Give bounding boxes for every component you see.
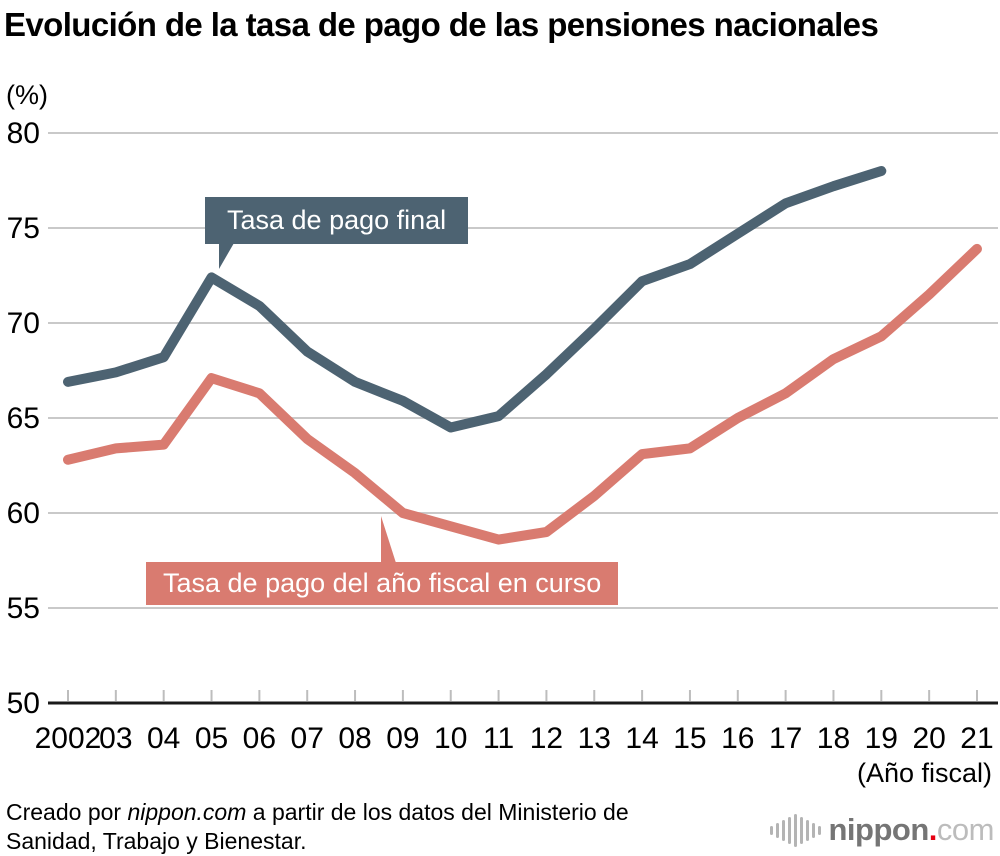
callout-final-rate: Tasa de pago final <box>205 197 469 269</box>
logo-bar <box>775 822 779 838</box>
callout-final-rate-label: Tasa de pago final <box>227 205 447 235</box>
logo-bar <box>817 825 821 835</box>
x-tick-label: 06 <box>243 722 276 755</box>
y-tick-label: 65 <box>7 402 40 435</box>
y-tick-label: 70 <box>7 307 40 340</box>
x-tick-label: 08 <box>338 722 371 755</box>
x-tick-label: 11 <box>483 722 514 755</box>
credit-prefix: Creado por <box>6 799 128 825</box>
y-tick-label: 60 <box>7 497 40 530</box>
x-tick-label: 04 <box>147 722 180 755</box>
x-tick-label: 20 <box>912 722 945 755</box>
logo-tld: com <box>936 812 995 847</box>
logo-bar <box>793 813 797 847</box>
y-axis-unit-label: (%) <box>6 80 48 110</box>
x-tick-label: 03 <box>99 722 132 755</box>
callout-final-tail-icon <box>219 243 234 269</box>
nippon-com-logo: nippon.com <box>769 812 995 848</box>
y-tick-label: 80 <box>7 117 40 150</box>
x-tick-label: 16 <box>721 722 754 755</box>
y-tick-label: 75 <box>7 212 40 245</box>
x-tick-label: 07 <box>291 722 324 755</box>
x-tick-label: 14 <box>625 722 658 755</box>
x-tick-label: 12 <box>530 722 563 755</box>
x-tick-label: 13 <box>578 722 611 755</box>
source-credit: Creado por nippon.com a partir de los da… <box>6 798 696 856</box>
y-tick-label: 55 <box>7 592 40 625</box>
callout-current-rate: Tasa de pago del año fiscal en curso <box>146 516 619 605</box>
x-tick-label: 19 <box>865 722 898 755</box>
credit-brand: nippon.com <box>127 799 247 825</box>
x-tick-label: 09 <box>386 722 419 755</box>
x-tick-label: 15 <box>673 722 706 755</box>
x-axis-unit-label: (Año fiscal) <box>856 758 992 788</box>
logo-bar <box>799 816 803 844</box>
series-line-current <box>63 243 982 545</box>
logo-name: nippon <box>828 812 930 847</box>
logo-bar <box>811 822 815 838</box>
callout-current-rate-label: Tasa de pago del año fiscal en curso <box>163 568 602 598</box>
credit-suffix: a partir de los datos del Ministerio de … <box>6 799 629 855</box>
x-tick-label: 17 <box>769 722 802 755</box>
chart-title: Evolución de la tasa de pago de las pens… <box>4 6 879 43</box>
soundwave-bars-icon <box>769 812 821 848</box>
logo-bar <box>787 816 791 844</box>
y-tick-label: 50 <box>7 687 40 720</box>
x-tick-label: 2002 <box>35 722 102 755</box>
nippon-com-wordmark: nippon.com <box>829 812 995 848</box>
callout-current-tail-icon <box>381 516 396 563</box>
logo-dot: . <box>928 812 938 847</box>
x-tick-label: 18 <box>817 722 850 755</box>
logo-bar <box>781 819 785 841</box>
x-tick-label: 21 <box>960 722 993 755</box>
logo-bar <box>769 825 773 835</box>
series-line-final <box>63 166 887 433</box>
x-tick-label: 05 <box>195 722 228 755</box>
x-tick-label: 10 <box>434 722 467 755</box>
logo-bar <box>805 819 809 841</box>
